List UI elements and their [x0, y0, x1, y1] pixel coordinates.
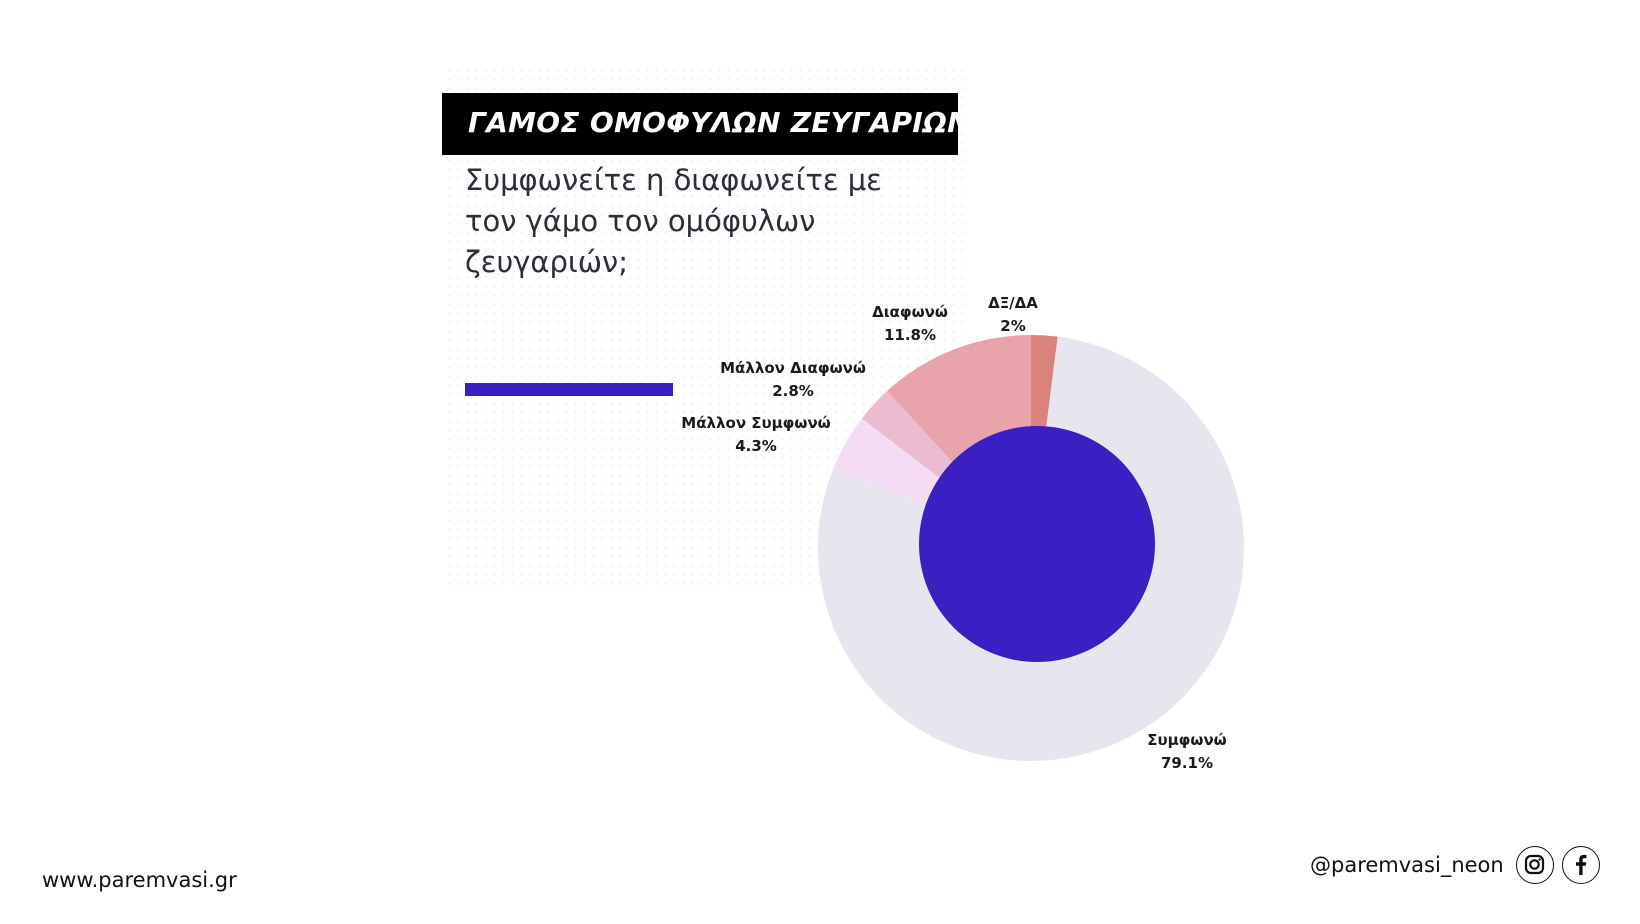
title-bar	[442, 93, 958, 155]
social-handle[interactable]: @paremvasi_neon	[1310, 853, 1504, 877]
instagram-icon[interactable]	[1516, 846, 1554, 884]
slice-value-label: 79.1%	[1161, 754, 1213, 772]
slice-label: Συμφωνώ	[1147, 731, 1226, 749]
slice-label: Μάλλον Συμφωνώ	[681, 414, 830, 432]
slice-value-label: 2.8%	[772, 382, 814, 400]
slice-label: Διαφωνώ	[872, 303, 948, 321]
slice-value-label: 11.8%	[884, 326, 936, 344]
facebook-icon[interactable]	[1562, 846, 1600, 884]
slice-label: Μάλλον Διαφωνώ	[720, 359, 866, 377]
slice-value-label: 2%	[1000, 317, 1025, 335]
page-title: ΓΑΜΟΣ ΟΜΟΦΥΛΩΝ ΖΕΥΓΑΡΙΩΝ	[468, 106, 971, 139]
donut-center	[919, 426, 1155, 662]
slice-label: ΔΞ/ΔΑ	[988, 294, 1038, 312]
slice-value-label: 4.3%	[735, 437, 777, 455]
accent-bar	[465, 383, 673, 396]
website-link[interactable]: www.paremvasi.gr	[42, 868, 237, 892]
survey-question: Συμφωνείτε η διαφωνείτε με τον γάμο τον …	[465, 163, 882, 279]
